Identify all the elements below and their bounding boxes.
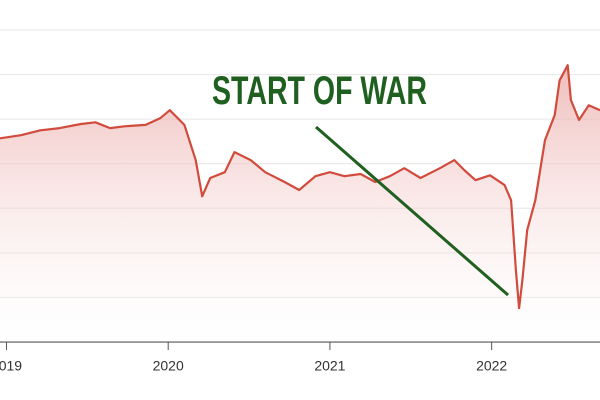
line [0, 64, 600, 310]
area [0, 65, 600, 342]
x-tick-label: 2019 [0, 358, 22, 374]
x-tick-label: 2022 [476, 358, 507, 374]
annotation: START OF WAR [212, 69, 427, 113]
x-tick-label: 2020 [153, 358, 184, 374]
x-tick-label: 2021 [314, 358, 345, 374]
annotation-line [315, 125, 509, 297]
